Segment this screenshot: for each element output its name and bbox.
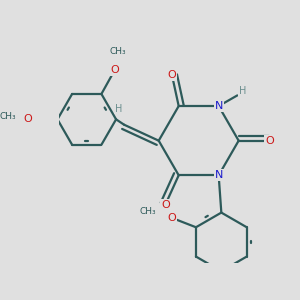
Text: H: H: [239, 86, 246, 96]
Text: CH₃: CH₃: [0, 112, 16, 121]
Text: O: O: [168, 70, 176, 80]
Text: O: O: [168, 213, 176, 223]
Text: O: O: [168, 213, 176, 223]
Text: O: O: [24, 114, 32, 124]
Text: N: N: [214, 170, 223, 180]
Text: O: O: [161, 200, 170, 210]
Text: O: O: [265, 136, 274, 146]
Text: O: O: [142, 208, 149, 217]
Text: CH₃: CH₃: [109, 47, 126, 56]
Text: N: N: [214, 101, 223, 111]
Text: CH₃: CH₃: [140, 207, 156, 216]
Text: O: O: [110, 65, 119, 75]
Text: H: H: [115, 104, 122, 114]
